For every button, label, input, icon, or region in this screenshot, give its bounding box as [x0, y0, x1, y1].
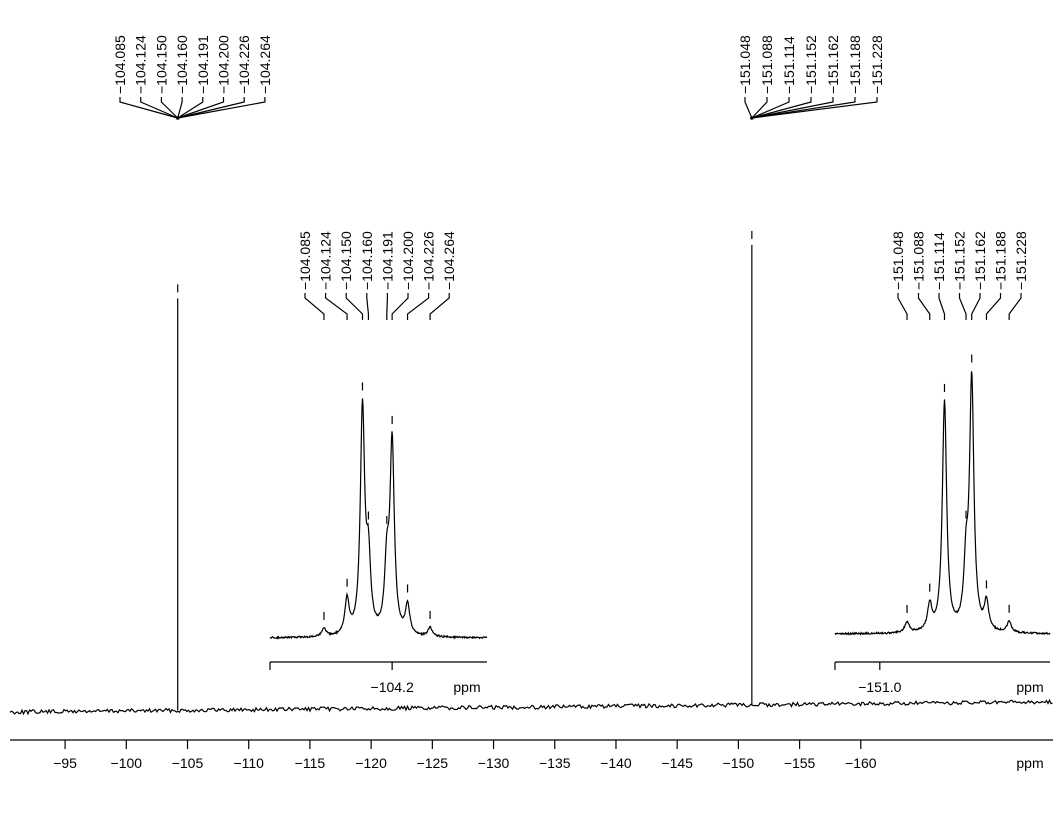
x-tick-label: −125 — [417, 755, 449, 771]
multiplet-peak-label: −151.152 — [803, 35, 819, 94]
label-connector — [177, 97, 183, 119]
inset-peak-label: −104.124 — [318, 231, 334, 290]
label-connector — [917, 293, 931, 320]
multiplet-peak-label: −151.162 — [825, 35, 841, 94]
multiplet-peak-label: −104.264 — [257, 35, 273, 94]
label-connector — [958, 293, 967, 320]
connector-node — [175, 116, 180, 120]
inset-peak-label: −104.150 — [338, 231, 354, 290]
inset-peak-label: −104.191 — [379, 231, 395, 290]
label-connector — [177, 97, 204, 119]
x-tick-label: −110 — [233, 755, 264, 771]
inset-peak-label: −104.160 — [359, 231, 375, 290]
multiplet-peak-label: −104.160 — [174, 35, 190, 94]
label-connector — [386, 293, 388, 320]
label-connector — [985, 293, 1002, 320]
label-connector — [751, 97, 834, 119]
multiplet-peak-label: −151.088 — [759, 35, 775, 94]
label-connector — [177, 97, 245, 119]
multiplet-peak-label: −104.200 — [216, 35, 232, 94]
connector-node — [750, 116, 754, 120]
label-connector — [751, 97, 856, 119]
label-connector — [177, 97, 266, 119]
label-connector — [140, 97, 178, 119]
label-connector — [345, 293, 364, 320]
label-connector — [391, 293, 409, 320]
label-connector — [325, 293, 348, 320]
x-tick-label: −155 — [784, 755, 816, 771]
x-tick-label: −130 — [478, 755, 510, 771]
x-tick-label: −95 — [53, 755, 77, 771]
label-connector — [119, 97, 178, 119]
multiplet-peak-label: −151.048 — [737, 35, 753, 94]
label-connector — [751, 97, 812, 119]
inset-peak-label: −151.162 — [972, 231, 988, 290]
multiplet-peak-label: −151.114 — [781, 36, 797, 94]
x-tick-label: −115 — [295, 755, 326, 771]
label-connector — [177, 97, 225, 119]
spectrum-baseline — [9, 698, 1053, 716]
inset-peak-label: −151.114 — [931, 232, 947, 290]
x-tick-label: −145 — [661, 755, 693, 771]
label-connector — [1008, 293, 1022, 320]
label-connector — [160, 97, 179, 119]
x-tick-label: −150 — [723, 755, 755, 771]
x-tick-label: −140 — [600, 755, 632, 771]
inset-peak-label: −151.152 — [952, 231, 968, 290]
x-tick-label: −100 — [111, 755, 143, 771]
inset-spectrum-trace — [269, 398, 488, 640]
multiplet-peak-label: −104.191 — [195, 35, 211, 94]
label-connector — [744, 97, 753, 119]
label-connector — [751, 97, 790, 119]
label-connector — [406, 293, 430, 320]
label-connector — [429, 293, 450, 320]
multiplet-peak-label: −151.228 — [869, 35, 885, 94]
inset-x-tick-label: −104.2 — [371, 679, 414, 695]
label-connector — [366, 293, 370, 320]
inset-peak-label: −104.264 — [441, 231, 457, 290]
multiplet-peak-label: −151.188 — [847, 35, 863, 94]
label-connector — [304, 293, 325, 320]
multiplet-peak-label: −104.124 — [133, 35, 149, 94]
label-connector — [971, 293, 981, 320]
inset-peak-label: −104.200 — [400, 231, 416, 290]
x-axis-unit: ppm — [1016, 755, 1043, 771]
inset-peak-label: −104.226 — [421, 231, 437, 290]
label-connector — [938, 293, 946, 320]
inset-x-tick-label: −151.0 — [858, 679, 901, 695]
inset-peak-label: −104.085 — [297, 231, 313, 290]
multiplet-peak-label: −104.226 — [236, 35, 252, 94]
x-tick-label: −160 — [845, 755, 877, 771]
x-tick-label: −135 — [539, 755, 571, 771]
x-tick-label: −120 — [355, 755, 387, 771]
inset-peak-label: −151.188 — [993, 231, 1009, 290]
inset-x-unit: ppm — [1016, 679, 1043, 695]
inset-x-unit: ppm — [453, 679, 480, 695]
multiplet-peak-label: −104.085 — [112, 35, 128, 94]
multiplet-peak-label: −104.150 — [153, 35, 169, 94]
inset-spectrum-trace — [834, 371, 1051, 636]
label-connector — [751, 97, 878, 119]
inset-peak-label: −151.048 — [890, 231, 906, 290]
inset-peak-label: −151.228 — [1013, 231, 1029, 290]
x-tick-label: −105 — [172, 755, 204, 771]
label-connector — [751, 97, 768, 119]
label-connector — [897, 293, 908, 320]
inset-peak-label: −151.088 — [911, 231, 927, 290]
